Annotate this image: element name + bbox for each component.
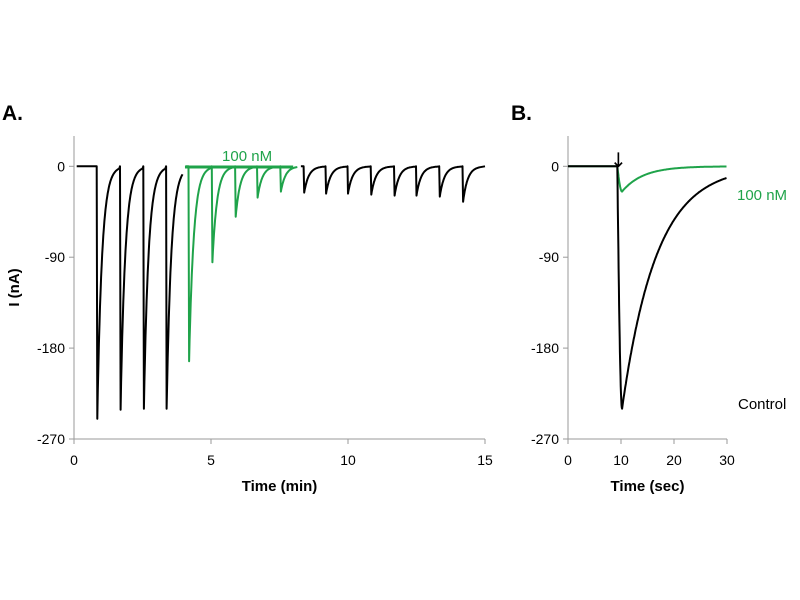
series-label-100nm: 100 nM — [737, 187, 787, 204]
stimulus-arrow-icon: ↓ — [610, 148, 627, 172]
panel-a-label: A. — [2, 102, 23, 125]
panel-a-y-tick-label: -270 — [37, 431, 65, 447]
panel-a-x-axis-title: Time (min) — [242, 478, 318, 495]
panel-b-y-tick-label: 0 — [551, 158, 559, 174]
panel-a-y-tick-label: -90 — [45, 249, 65, 265]
panel-a-x-tick-label: 10 — [340, 452, 356, 468]
panel-a-y-tick-label: -180 — [37, 340, 65, 356]
panel-b-x-axis-title: Time (sec) — [611, 478, 685, 495]
panel-b-series-100nm — [568, 165, 727, 193]
panel-a-series-0 — [76, 165, 184, 420]
panel-a-traces — [76, 165, 486, 420]
drug-application-label: 100 nM — [222, 148, 272, 165]
panel-b-traces — [568, 165, 727, 410]
panel-b-y-tick-label: -180 — [531, 340, 559, 356]
panel-a-y-axis-title: I (nA) — [6, 268, 23, 306]
panel-b-y-tick-label: -270 — [531, 431, 559, 447]
panel-a-axes: 0 -90 -180 -270 0 5 10 15 — [37, 136, 493, 468]
panel-b-series-control — [568, 165, 727, 410]
panel-a-series-1 — [185, 165, 298, 363]
panel-a-x-tick-label: 5 — [207, 452, 215, 468]
panel-b-x-tick-label: 20 — [666, 452, 682, 468]
panel-b-x-tick-label: 0 — [564, 452, 572, 468]
panel-b-label: B. — [511, 102, 532, 125]
panel-b-chart: 0 -90 -180 -270 0 10 20 30 ↓ 100 nM Control Tim… — [531, 136, 787, 495]
panel-a-y-tick-label: 0 — [57, 158, 65, 174]
panel-a-x-tick-label: 15 — [477, 452, 493, 468]
panel-a-series-2 — [300, 165, 486, 203]
panel-a-x-tick-label: 0 — [70, 452, 78, 468]
panel-b-axes: 0 -90 -180 -270 0 10 20 30 — [531, 136, 735, 468]
series-label-control: Control — [738, 396, 786, 413]
panel-a-chart: 0 -90 -180 -270 0 5 10 15 100 nM Time (min) I (… — [6, 136, 493, 495]
panel-b-y-tick-label: -90 — [539, 249, 559, 265]
panel-b-x-tick-label: 30 — [719, 452, 735, 468]
panel-b-x-tick-label: 10 — [613, 452, 629, 468]
panel-a-annotation: 100 nM — [184, 148, 294, 169]
